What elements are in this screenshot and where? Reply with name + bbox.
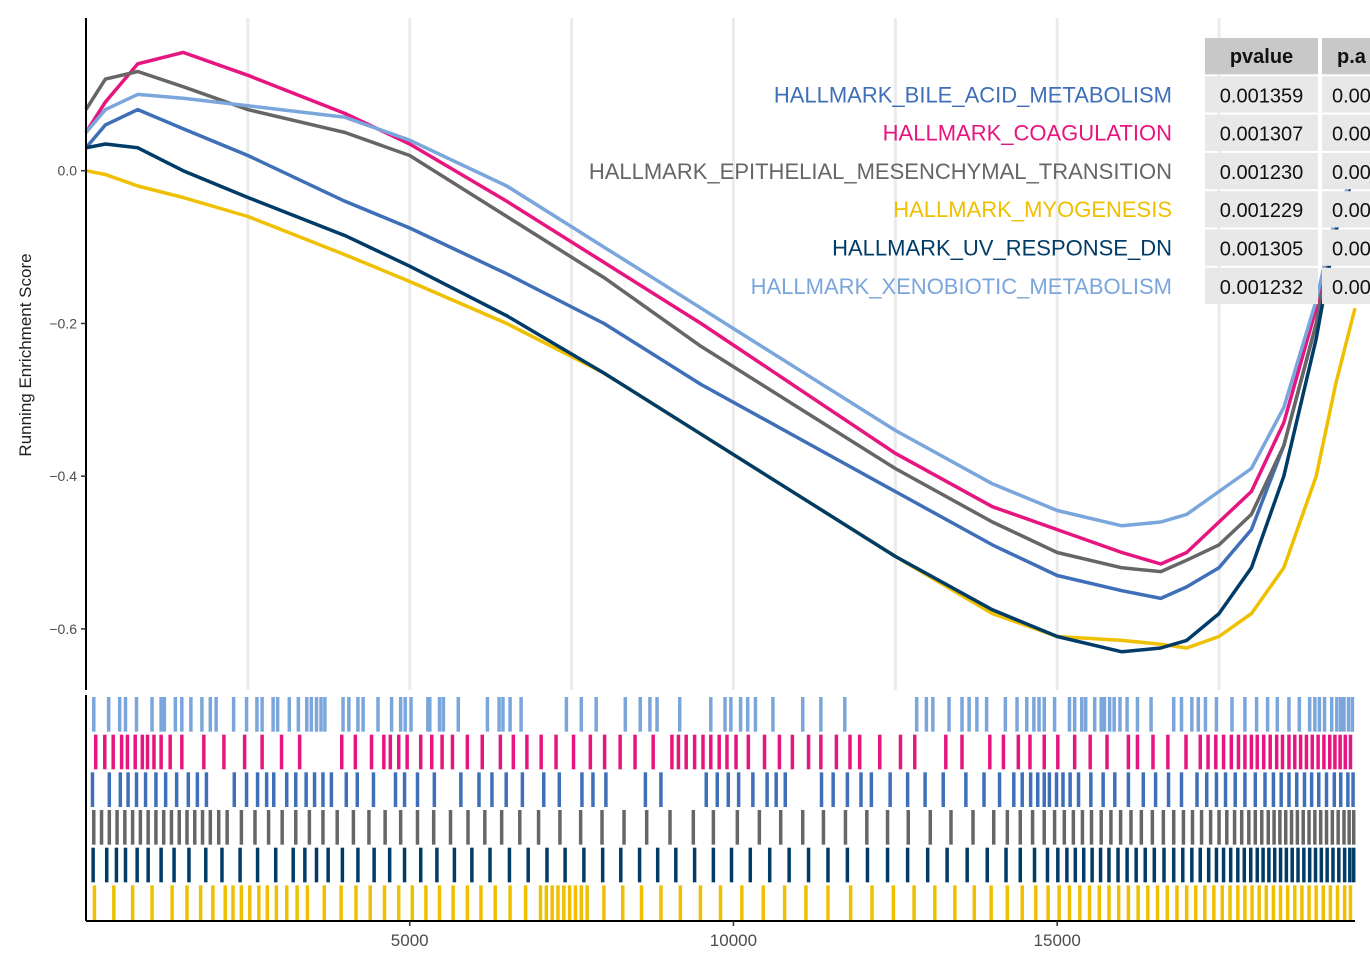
es-line-hallmark_uv_response_dn xyxy=(85,142,1357,654)
table-pvalue: 0.001359 xyxy=(1220,85,1303,107)
y-tick-label: −0.6 xyxy=(49,621,77,637)
table-padj: 0.00 xyxy=(1332,162,1370,184)
legend-label: HALLMARK_UV_RESPONSE_DN xyxy=(832,236,1172,261)
table-pvalue: 0.001307 xyxy=(1220,124,1303,146)
y-tick-label: −0.2 xyxy=(49,315,77,331)
hit-rug xyxy=(90,697,1356,920)
grid-layer xyxy=(246,18,1221,690)
table-pvalue: 0.001230 xyxy=(1220,162,1303,184)
table-header-cell xyxy=(1322,38,1370,75)
y-tick-label: 0.0 xyxy=(58,163,78,179)
table-cell xyxy=(1322,229,1370,266)
table-header-cell xyxy=(1205,38,1318,75)
table-pvalue: 0.001305 xyxy=(1220,239,1303,261)
table-padj: 0.00 xyxy=(1332,124,1370,146)
legend-label: HALLMARK_COAGULATION xyxy=(883,121,1172,146)
legend-label: HALLMARK_MYOGENESIS xyxy=(893,197,1172,222)
es-line-hallmark_coagulation xyxy=(84,50,1357,566)
table-cell xyxy=(1205,229,1318,266)
table-padj: 0.00 xyxy=(1332,85,1370,107)
table-cell xyxy=(1322,152,1370,190)
table-padj: 0.00 xyxy=(1332,277,1370,299)
table-cell xyxy=(1205,152,1318,190)
table-cell xyxy=(1205,76,1318,113)
es-line-hallmark_xenobiotic_metabolism xyxy=(84,92,1357,528)
table-cell xyxy=(1205,191,1318,228)
pvalue-table: pvalue p.a HALLMARK_BILE_ACID_METABOLISM 0.… xyxy=(589,38,1370,305)
table-pvalue: 0.001229 xyxy=(1220,200,1303,222)
x-tick-label: 15000 xyxy=(1034,931,1081,950)
es-line-hallmark_bile_acid_metabolism xyxy=(84,107,1357,601)
table-cell xyxy=(1322,191,1370,228)
legend-label: HALLMARK_BILE_ACID_METABOLISM xyxy=(774,82,1172,107)
y-tick-label: −0.4 xyxy=(49,468,77,484)
table-pvalue: 0.001232 xyxy=(1220,277,1303,299)
es-lines xyxy=(84,50,1357,654)
legend-label: HALLMARK_XENOBIOTIC_METABOLISM xyxy=(751,274,1172,299)
legend-label: HALLMARK_EPITHELIAL_MESENCHYMAL_TRANSITI… xyxy=(589,159,1172,184)
x-tick-label: 10000 xyxy=(710,931,757,950)
table-padj: 0.00 xyxy=(1332,200,1370,222)
table-header-p.a: p.a xyxy=(1337,46,1367,68)
table-cell xyxy=(1205,267,1318,305)
axes: 0.0 −0.2 −0.4 −0.6 5000 10000 15000 xyxy=(49,18,1355,950)
table-cell xyxy=(1322,76,1370,113)
table-header-pvalue: pvalue xyxy=(1230,46,1293,68)
table-cell xyxy=(1205,114,1318,151)
x-tick-label: 5000 xyxy=(391,931,429,950)
table-cell xyxy=(1322,114,1370,151)
y-axis-label: Running Enrichment Score xyxy=(16,253,35,456)
table-padj: 0.00 xyxy=(1332,239,1370,261)
table-cell xyxy=(1322,267,1370,305)
